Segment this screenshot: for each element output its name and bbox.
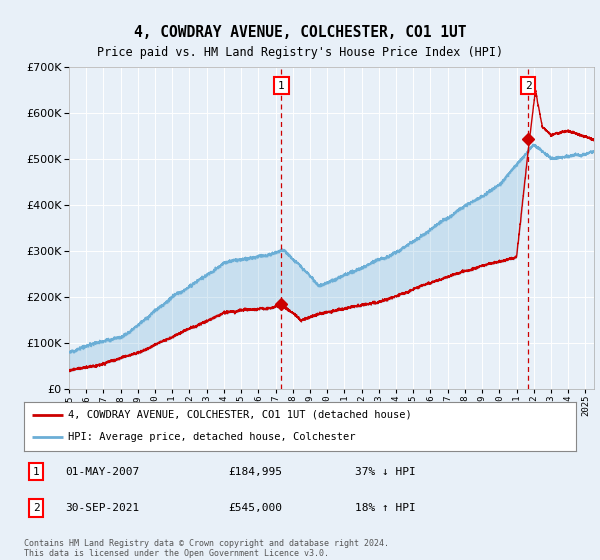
Text: 30-SEP-2021: 30-SEP-2021: [65, 503, 140, 513]
Text: 4, COWDRAY AVENUE, COLCHESTER, CO1 1UT: 4, COWDRAY AVENUE, COLCHESTER, CO1 1UT: [134, 25, 466, 40]
Text: 1: 1: [278, 81, 284, 91]
Text: £545,000: £545,000: [228, 503, 282, 513]
Text: £184,995: £184,995: [228, 466, 282, 477]
Text: 4, COWDRAY AVENUE, COLCHESTER, CO1 1UT (detached house): 4, COWDRAY AVENUE, COLCHESTER, CO1 1UT (…: [68, 410, 412, 420]
Text: 2: 2: [33, 503, 40, 513]
Text: Contains HM Land Registry data © Crown copyright and database right 2024.
This d: Contains HM Land Registry data © Crown c…: [24, 539, 389, 558]
Text: 01-MAY-2007: 01-MAY-2007: [65, 466, 140, 477]
Text: 1: 1: [33, 466, 40, 477]
Text: 18% ↑ HPI: 18% ↑ HPI: [355, 503, 416, 513]
Text: HPI: Average price, detached house, Colchester: HPI: Average price, detached house, Colc…: [68, 432, 356, 442]
Text: Price paid vs. HM Land Registry's House Price Index (HPI): Price paid vs. HM Land Registry's House …: [97, 46, 503, 59]
Text: 2: 2: [524, 81, 532, 91]
Text: 37% ↓ HPI: 37% ↓ HPI: [355, 466, 416, 477]
